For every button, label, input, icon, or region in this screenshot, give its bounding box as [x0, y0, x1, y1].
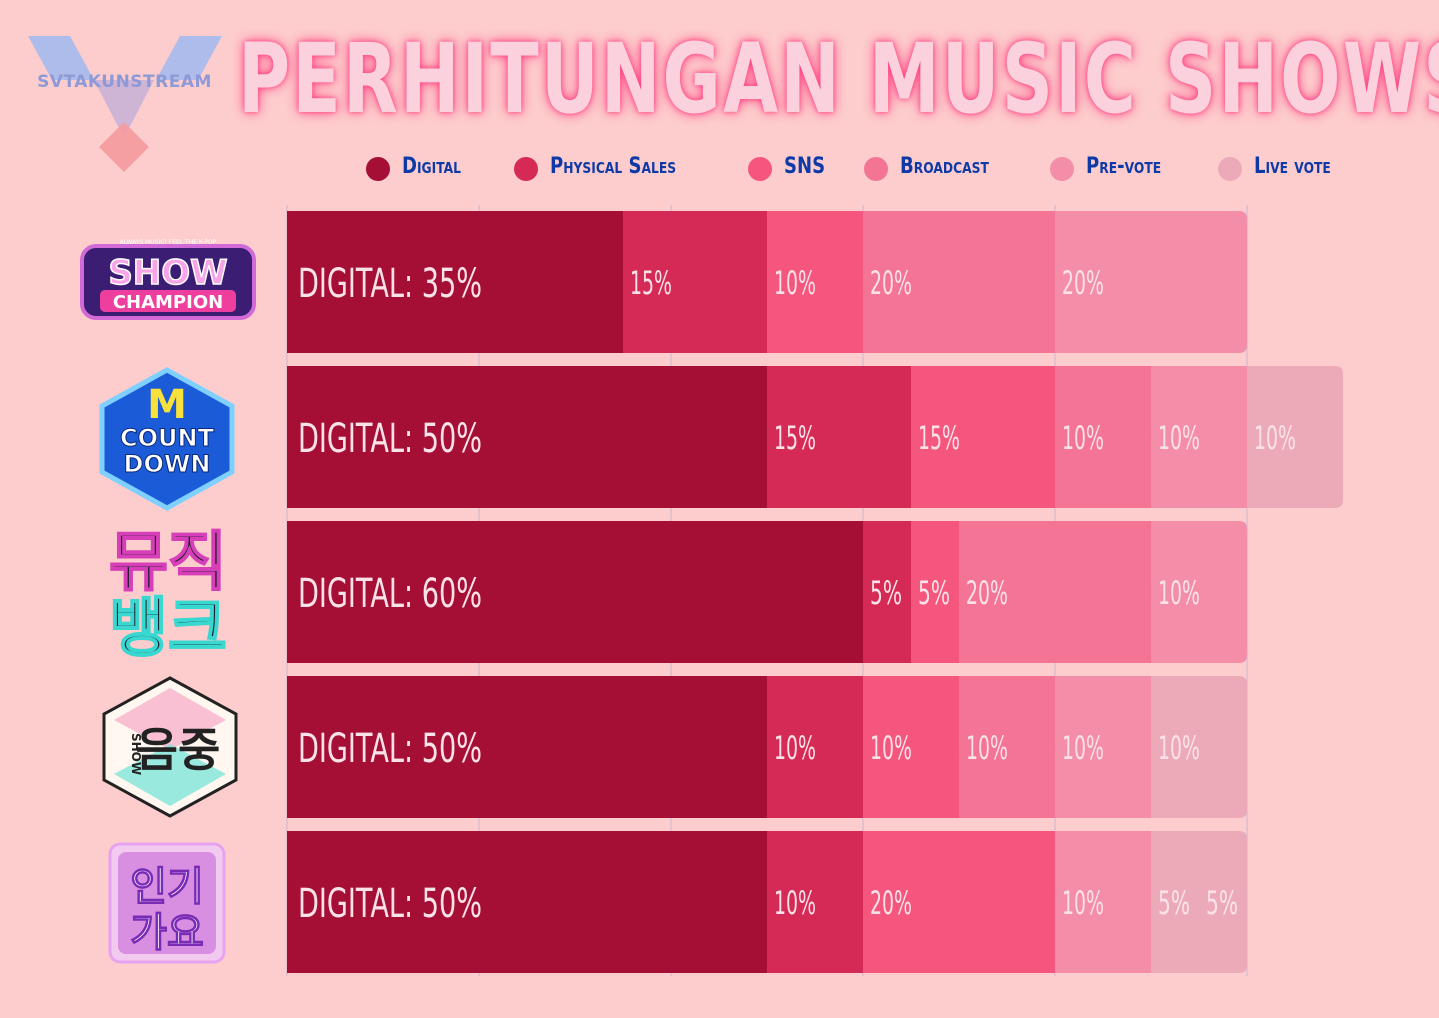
music-core-logo: SHOW 음중 [102, 676, 238, 818]
bar-segment-row1-digital [287, 211, 623, 353]
legend-label-pre-vote: Pre-vote [1086, 154, 1162, 179]
bar-segment-row1-pre-vote [1055, 211, 1247, 353]
bar-segment-row5-physical-sales [767, 831, 863, 973]
label-layer: DIGITAL: 35% 15% 10% 20% 20% DIGITAL: 50% 15% 1… [298, 261, 1296, 927]
legend-label-sns: SNS [784, 154, 826, 179]
m-countdown-logo: M COUNT DOWN [99, 367, 235, 511]
bar-label-row1-broadcast: 20% [870, 264, 912, 302]
bar-label-row2-sns: 15% [918, 419, 960, 457]
legend-label-physical-sales: Physical Sales [550, 154, 677, 179]
bar-label-row1-physical-sales: 15% [630, 264, 672, 302]
bar-label-row5-pre-vote: 10% [1062, 884, 1104, 922]
bar-segment-row5-digital [287, 831, 767, 973]
bar-label-row4-broadcast: 10% [966, 729, 1008, 767]
bar-segment-row2-pre-vote [1151, 366, 1247, 508]
bar-segment-row3-broadcast [959, 521, 1151, 663]
bar-label-row3-pre-vote: 10% [1158, 574, 1200, 612]
bar-segment-row2-live-vote [1247, 366, 1343, 508]
bar-segment-row5-live-vote [1199, 831, 1247, 973]
bar-label-row3-physical-sales: 5% [870, 574, 902, 612]
bar-segment-row1-sns [767, 211, 863, 353]
chart-legend: Digital Physical Sales SNS Broadcast Pre… [366, 152, 1366, 186]
legend-swatch-broadcast [864, 157, 888, 181]
inkigayo-logo: 인기 가요 [108, 842, 226, 964]
bar-segment-row4-live-vote [1151, 676, 1247, 818]
bar-label-row5-live-vote: 5% [1158, 884, 1190, 922]
bar-layer [287, 211, 1343, 973]
bar-segment-row4-physical-sales [767, 676, 863, 818]
bar-segment-row4-digital [287, 676, 767, 818]
bar-segment-row4-sns [863, 676, 959, 818]
legend-swatch-digital [366, 157, 390, 181]
show-champion-tagline: ALWAYS MUSIC! FEEL THE K-POP [120, 239, 217, 246]
show-champion-word-1: SHOW [108, 253, 227, 293]
bar-label-row1-pre-vote: 20% [1062, 264, 1104, 302]
m-countdown-word-3: DOWN [124, 450, 211, 478]
bar-label-row4-live-vote: 10% [1158, 729, 1200, 767]
bar-label-row2-broadcast: 10% [1062, 419, 1104, 457]
bar-label-row2-live-vote: 10% [1254, 419, 1296, 457]
m-countdown-word-2: COUNT [120, 424, 215, 452]
inkigayo-word-2: 가요 [130, 910, 204, 956]
bar-segment-row2-sns [911, 366, 1055, 508]
bar-segment-row3-sns [911, 521, 959, 663]
legend-swatch-physical-sales [514, 157, 538, 181]
music-core-word-2: 음중 [136, 723, 221, 777]
bar-label-row2-pre-vote: 10% [1158, 419, 1200, 457]
bar-segment-row2-broadcast [1055, 366, 1151, 508]
bar-label-row2-digital: DIGITAL: 50% [298, 416, 482, 462]
bar-label-row4-digital: DIGITAL: 50% [298, 726, 482, 772]
m-countdown-word-1: M [147, 382, 187, 428]
show-champion-word-2: CHAMPION [113, 292, 223, 313]
music-bank-word-1: 뮤직 [109, 526, 227, 600]
legend-label-digital: Digital [402, 154, 462, 179]
bar-label-row5-sns: 20% [870, 884, 912, 922]
bar-segment-row3-physical-sales [863, 521, 911, 663]
bar-segment-row5-live-vote [1151, 831, 1199, 973]
bar-label-row1-digital: DIGITAL: 35% [298, 261, 482, 307]
bar-label-row4-physical-sales: 10% [774, 729, 816, 767]
bar-label-row1-sns: 10% [774, 264, 816, 302]
bar-label-row5-digital: DIGITAL: 50% [298, 881, 482, 927]
music-bank-logo: 뮤직 뱅크 [108, 525, 228, 666]
bar-segment-row4-broadcast [959, 676, 1055, 818]
bar-label-row3-broadcast: 20% [966, 574, 1008, 612]
legend-label-live-vote: Live vote [1254, 154, 1331, 179]
bar-segment-row4-pre-vote [1055, 676, 1151, 818]
legend-label-broadcast: Broadcast [900, 154, 989, 179]
legend-swatch-sns [748, 157, 772, 181]
bar-segment-row1-physical-sales [623, 211, 767, 353]
bar-label-row4-pre-vote: 10% [1062, 729, 1104, 767]
bar-label-row5-live-vote: 5% [1206, 884, 1238, 922]
bar-segment-row2-digital [287, 366, 767, 508]
bar-segment-row3-pre-vote [1151, 521, 1247, 663]
music-bank-word-2: 뱅크 [109, 592, 227, 666]
bar-segment-row3-digital [287, 521, 863, 663]
bar-label-row5-physical-sales: 10% [774, 884, 816, 922]
bar-label-row2-physical-sales: 15% [774, 419, 816, 457]
bar-label-row3-digital: DIGITAL: 60% [298, 571, 482, 617]
bar-label-row3-sns: 5% [918, 574, 950, 612]
legend-swatch-live-vote [1218, 157, 1242, 181]
show-champion-logo: ALWAYS MUSIC! FEEL THE K-POP SHOW CHAMPI… [80, 239, 256, 320]
music-core-word-1: SHOW [129, 733, 143, 775]
bar-segment-row1-broadcast [863, 211, 1055, 353]
brand-name: SVTAKUNSTREAM [37, 72, 212, 92]
brand-logo [28, 36, 222, 172]
legend-swatch-pre-vote [1050, 157, 1074, 181]
bar-segment-row2-physical-sales [767, 366, 911, 508]
inkigayo-word-1: 인기 [130, 864, 204, 910]
bar-segment-row5-pre-vote [1055, 831, 1151, 973]
bar-segment-row5-sns [863, 831, 1055, 973]
bar-label-row4-sns: 10% [870, 729, 912, 767]
